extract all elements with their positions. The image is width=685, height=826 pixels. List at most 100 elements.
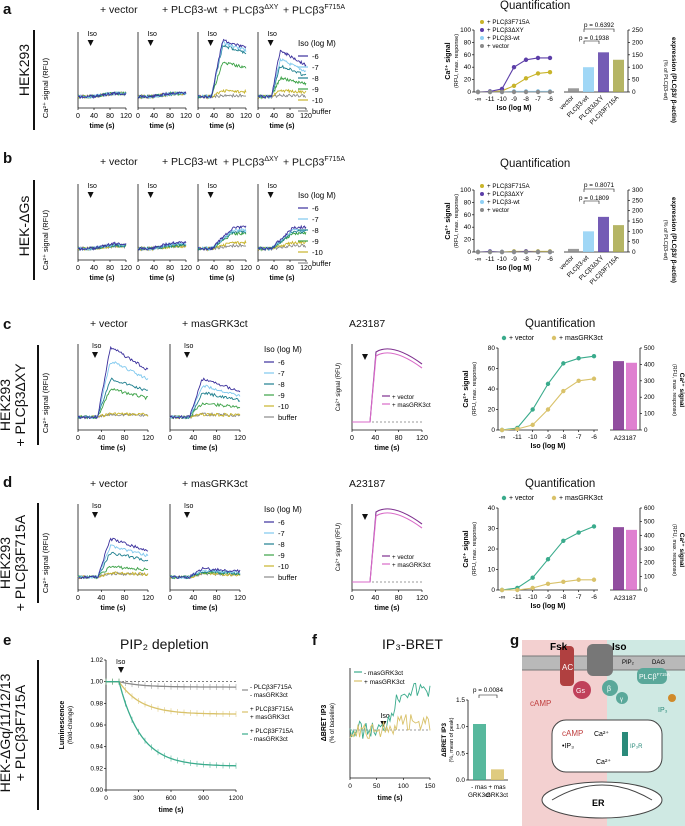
a-trace-3-xtick-label: 120 xyxy=(300,113,312,120)
g-ip3r: IP₃R xyxy=(630,744,643,750)
c-traces: Ca²⁺ signal (RFU) 0 40 80 120 time (s) Iso 0 40… xyxy=(41,343,431,452)
b-trace-2-xtick-label: 40 xyxy=(210,265,218,272)
c-trace-1-xtick-label: 80 xyxy=(213,435,221,442)
g-camp-inner: cAMP xyxy=(562,729,583,738)
e-iso-label: Iso xyxy=(116,659,125,666)
e-curve xyxy=(106,681,236,715)
e-ylabel: Luminescence xyxy=(59,701,66,750)
b-cond-4-sup: F715A xyxy=(324,156,345,163)
d-trace-0-iso-label: Iso xyxy=(92,503,101,510)
a-trace-1-iso-arrow xyxy=(147,40,154,46)
quant-ytick-label: 60 xyxy=(464,212,472,219)
c-a23-bar-category: A23187 xyxy=(614,435,637,442)
quant-xtick-label: -6 xyxy=(591,434,597,441)
quant-xtick-label: -11 xyxy=(486,256,495,263)
d-trace-line xyxy=(77,544,149,580)
quant-xtick-label: -6 xyxy=(591,594,597,601)
a-trace-1-xtick-label: 0 xyxy=(136,113,140,120)
quant-xlabel: Iso (log M) xyxy=(497,265,532,272)
a-cond-1: + vector xyxy=(100,4,138,16)
b-quant-legend-entry: + PLCβ3F715A xyxy=(487,183,530,190)
a-trace-3-xtick-label: 80 xyxy=(286,113,294,120)
expr-bar xyxy=(598,52,609,92)
b-cond-2: + PLCβ3-wt xyxy=(162,156,218,168)
row-label-c-line2: + PLCβ3ΔXY xyxy=(12,363,28,447)
quant-ylabel2: (RFU, max. response) xyxy=(454,194,460,248)
b-legend-entry: -6 xyxy=(312,204,319,213)
f-sig-bracket xyxy=(478,694,498,698)
quant-xtick-label: -10 xyxy=(497,96,507,103)
d-a23-bar xyxy=(626,529,637,590)
a-trace-line xyxy=(197,61,247,100)
b-expression-chart: 050100150200250300vectorPLCβ3-wtPLCβ3ΔXY… xyxy=(558,182,677,286)
expr-ytick-label: 0 xyxy=(632,89,636,96)
e-ytick-label: 0.98 xyxy=(90,700,103,707)
quant-ytick-label: 100 xyxy=(460,27,471,34)
quant-ytick-label: 80 xyxy=(464,199,472,206)
g-beta: β xyxy=(607,686,611,693)
f-bar-category2: GRK3ct xyxy=(468,792,490,799)
a-trace-1-xtick-label: 80 xyxy=(166,113,174,120)
row-label-d: HEK293 + PLCβ3F715A xyxy=(0,508,28,618)
b-trace-line xyxy=(257,224,307,251)
a-trace-0-xtick-label: 40 xyxy=(90,113,98,120)
d-a23-bar-ytick-label: 0 xyxy=(644,587,648,594)
a-trace-3-xtick-label: 40 xyxy=(270,113,278,120)
a-trace-line xyxy=(197,38,247,99)
b-quant-legend-entry: + PLCβ3-wt xyxy=(487,199,520,206)
b-trace-2-iso-label: Iso xyxy=(208,183,217,190)
g-gamma: γ xyxy=(620,697,623,703)
expr-bar xyxy=(583,67,594,92)
d-cond-4: Quantification xyxy=(525,478,596,490)
c-a23-bar-ytick-label: 0 xyxy=(644,427,648,434)
c-trace-1-iso-label: Iso xyxy=(184,343,193,350)
c-trace-line xyxy=(77,377,149,420)
d-a23-bar-ytick-label: 600 xyxy=(644,505,655,512)
g-ac: AC xyxy=(562,663,573,672)
b-trace-3-xlabel: time (s) xyxy=(270,275,295,282)
e-legend-entry: + PLCβ3F715A xyxy=(250,706,294,713)
b-trace-0-xtick-label: 40 xyxy=(90,265,98,272)
row-label-e: HEK-ΔGq/11/12/13 + PLCβ3F715A xyxy=(0,658,28,808)
d-a23-legend-entry: + masGRK3ct xyxy=(392,562,431,569)
quant-xtick-label: -∞ xyxy=(499,434,506,441)
a-traces: Ca²⁺ signal (RFU) 0 40 80 120 time (s) Iso 0 40… xyxy=(41,31,336,130)
a-cond-4: + PLCβ3F715A xyxy=(283,4,345,17)
separator-e xyxy=(37,660,39,810)
c-a23-bar-ytick-label: 100 xyxy=(644,411,655,418)
f-bar-ylabel2: (%, mean of peak) xyxy=(449,717,455,762)
c-a23-curve xyxy=(352,352,423,423)
c-legend-entry: buffer xyxy=(278,413,298,422)
row-label-e-line2: + PLCβ3F715A xyxy=(12,684,28,782)
a-legend-entry: -7 xyxy=(312,63,319,72)
quant-xtick-label: -∞ xyxy=(475,256,482,263)
expr-ylabel2: (% of PLCβ3-wt) xyxy=(662,60,668,101)
c-trace-1-iso-arrow xyxy=(184,352,190,358)
g-ip3: IP₃ xyxy=(658,707,668,714)
f-title: IP₃-BRET xyxy=(382,636,443,652)
quant-ytick-label: 60 xyxy=(488,366,496,373)
g-plc-text: PLCβ xyxy=(639,674,657,681)
d-trace-1-xtick-label: 80 xyxy=(213,595,221,602)
f-bar-ytick-label: 0.5 xyxy=(456,750,465,757)
e-legend-entry: - masGRK3ct xyxy=(250,692,288,699)
quant-xtick-label: -8 xyxy=(560,594,566,601)
d-legend-entry: -10 xyxy=(278,562,289,571)
f-trace xyxy=(349,682,431,739)
b-legend-entry: -7 xyxy=(312,215,319,224)
d-a23-bar-ytick-label: 200 xyxy=(644,560,655,567)
e-legend-entry: - PLCβ3F715A xyxy=(250,684,293,691)
b-legend: Iso (log M) -6 -7 -8 -9 -10 buffer xyxy=(298,191,336,268)
quant-ylabel: Ca²⁺ signal xyxy=(462,530,470,567)
quant-ytick-label: 20 xyxy=(464,237,472,244)
row-label-b: HEK-ΔGs xyxy=(16,195,32,257)
c-a23-xtick-label: 80 xyxy=(395,435,403,442)
f-xtick-label: 100 xyxy=(398,783,409,790)
quant-xtick-label: -∞ xyxy=(499,594,506,601)
e-ylabel2: (fold-change) xyxy=(67,706,74,744)
b-cond-3-text: + PLCβ3 xyxy=(223,156,265,169)
a-trace-2-xlabel: time (s) xyxy=(210,123,235,130)
a-quant-legend-entry: + vector xyxy=(487,43,509,50)
f-bar-ytick-label: 1.5 xyxy=(456,697,465,704)
